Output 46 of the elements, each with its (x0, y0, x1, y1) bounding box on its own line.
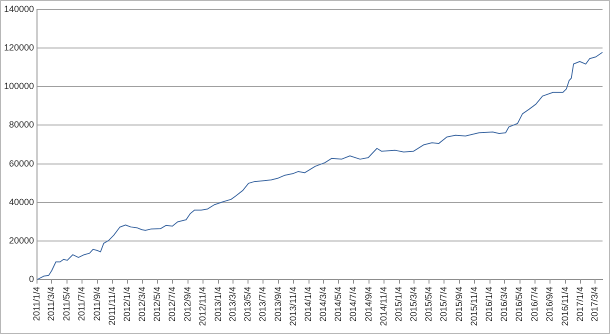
y-tick-label: 80000 (9, 120, 34, 130)
x-tick-label: 2011/9/4 (92, 286, 102, 322)
x-tick-label: 2011/5/4 (61, 286, 72, 322)
x-tick-label: 2012/1/4 (122, 286, 132, 322)
x-tick-label: 2015/1/4 (394, 286, 404, 322)
x-tick-label: 2017/3/4 (590, 286, 600, 322)
y-tick-label: 20000 (9, 236, 34, 246)
x-tick-label: 2016/3/4 (499, 286, 510, 322)
y-tick-label: 0 (29, 274, 34, 284)
x-tick-label: 2012/9/4 (182, 286, 193, 322)
x-tick-label: 2015/5/4 (423, 286, 434, 322)
x-tick-label: 2015/7/4 (438, 286, 449, 322)
x-tick-label: 2013/9/4 (273, 286, 283, 322)
x-tick-label: 2014/9/4 (363, 286, 374, 322)
x-tick-label: 2014/3/4 (318, 286, 328, 322)
x-tick-label: 2016/1/4 (484, 286, 494, 322)
x-tick-label: 2011/7/4 (76, 286, 86, 322)
x-tick-label: 2012/11/4 (198, 286, 208, 326)
x-tick-label: 2011/1/4 (32, 286, 42, 322)
x-tick-label: 2016/5/4 (514, 286, 524, 322)
y-tick-label: 120000 (4, 42, 34, 52)
y-tick-label: 100000 (4, 81, 34, 92)
x-tick-label: 2011/3/4 (46, 286, 56, 322)
x-tick-label: 2013/3/4 (227, 286, 238, 322)
y-tick-label: 60000 (9, 158, 34, 168)
y-tick-label: 40000 (9, 196, 34, 207)
x-tick-label: 2013/1/4 (212, 286, 223, 322)
x-tick-label: 2013/5/4 (242, 286, 253, 322)
x-tick-label: 2015/3/4 (408, 286, 418, 322)
x-tick-label: 2016/11/4 (560, 286, 570, 326)
x-tick-label: 2015/11/4 (469, 286, 480, 326)
x-tick-label: 2012/3/4 (136, 286, 147, 322)
x-tick-label: 2013/11/4 (288, 286, 298, 326)
x-tick-label: 2014/7/4 (348, 286, 358, 322)
x-tick-label: 2016/9/4 (544, 286, 555, 322)
x-tick-label: 2013/7/4 (258, 286, 268, 322)
x-tick-label: 2016/7/4 (529, 286, 540, 322)
x-tick-label: 2012/7/4 (167, 286, 178, 322)
x-tick-label: 2014/1/4 (303, 286, 314, 322)
x-tick-label: 2011/11/4 (106, 286, 117, 326)
x-tick-label: 2014/11/4 (378, 286, 389, 326)
x-tick-label: 2017/1/4 (574, 286, 585, 322)
y-tick-label: 140000 (4, 4, 34, 14)
x-tick-label: 2014/5/4 (333, 286, 343, 322)
x-tick-label: 2015/9/4 (454, 286, 464, 322)
x-tick-label: 2012/5/4 (152, 286, 162, 322)
